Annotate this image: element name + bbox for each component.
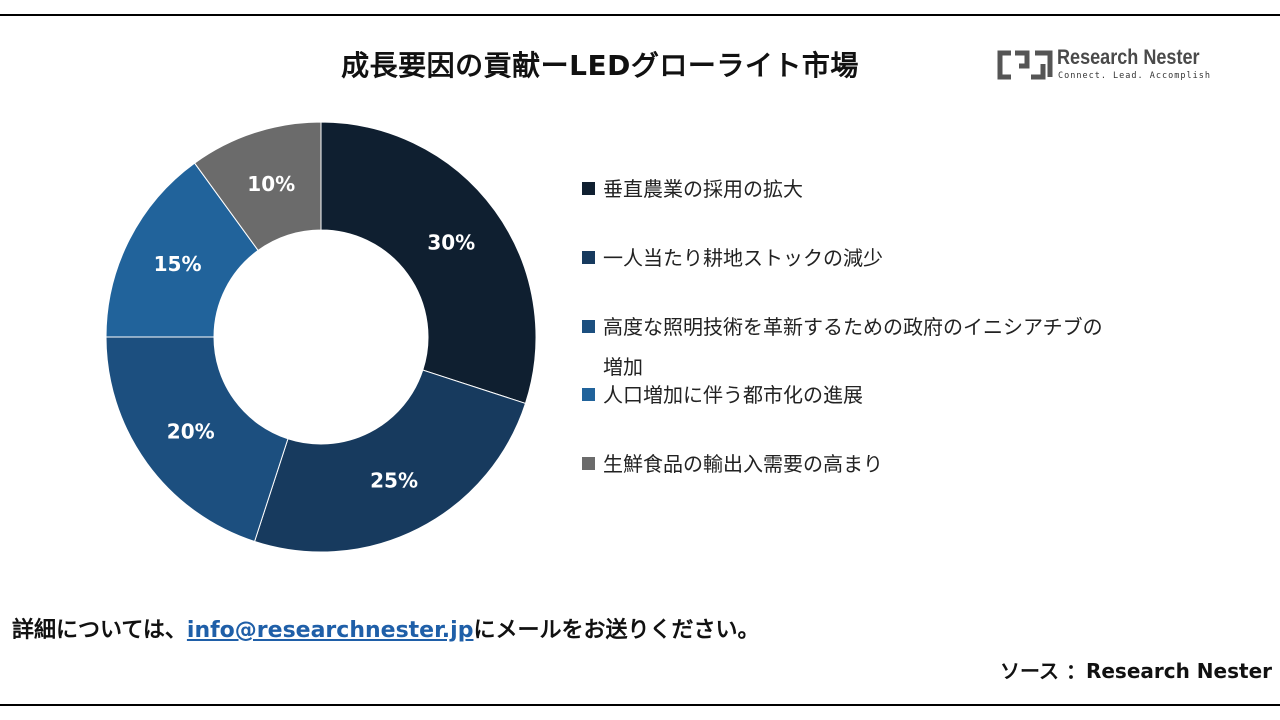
legend-label-2: 高度な照明技術を革新するための政府のイニシアチブの bbox=[603, 315, 1103, 339]
source-note: ソース ：Research Nester bbox=[999, 659, 1272, 683]
legend-label-1: 一人当たり耕地ストックの減少 bbox=[603, 246, 883, 270]
legend-item-2-continued: 増加 bbox=[582, 349, 1243, 385]
research-nester-logo-icon bbox=[997, 50, 1053, 80]
contact-prefix: 詳細については、 bbox=[12, 618, 187, 643]
logo-name: Research Nester bbox=[1057, 46, 1200, 69]
slice-4 bbox=[193, 121, 322, 252]
research-nester-logo: Research Nester Connect. Lead. Accomplis… bbox=[997, 46, 1217, 86]
chart-title: 成長要因の貢献ーLEDグローライト市場 bbox=[341, 49, 859, 82]
legend-label-4: 生鮮食品の輸出入需要の高まり bbox=[603, 452, 883, 476]
legend-item-1: 一人当たり耕地ストックの減少 bbox=[582, 240, 1222, 276]
slice-3 bbox=[105, 162, 259, 338]
legend-swatch-0 bbox=[582, 182, 595, 195]
slice-label-2: 20% bbox=[167, 420, 215, 444]
chart-slice-labels: 30% 25% 20% 15% 10% bbox=[154, 172, 476, 493]
email-link[interactable]: info@researchnester.jp bbox=[186, 618, 474, 643]
slice-1 bbox=[253, 369, 527, 553]
logo-tagline: Connect. Lead. Accomplish bbox=[1058, 71, 1211, 81]
legend-swatch-2 bbox=[582, 320, 595, 333]
legend-label-3: 人口増加に伴う都市化の進展 bbox=[603, 383, 863, 407]
legend-label-2-line2: 増加 bbox=[603, 355, 643, 379]
slice-2 bbox=[105, 336, 289, 543]
chart-slices bbox=[105, 121, 537, 553]
legend-label-0: 垂直農業の採用の拡大 bbox=[603, 177, 803, 201]
slice-label-3: 15% bbox=[154, 252, 202, 276]
legend-item-4: 生鮮食品の輸出入需要の高まり bbox=[582, 446, 1222, 482]
top-rule bbox=[0, 14, 1280, 16]
legend-swatch-4 bbox=[582, 457, 595, 470]
legend-item-3: 人口増加に伴う都市化の進展 bbox=[582, 377, 1222, 413]
contact-suffix: にメールをお送りください。 bbox=[473, 618, 760, 643]
legend-item-2: 高度な照明技術を革新するための政府のイニシアチブの bbox=[582, 309, 1222, 345]
contact-note: 詳細については、info@researchnester.jpにメールをお送りくだ… bbox=[12, 612, 759, 644]
slice-label-0: 30% bbox=[427, 230, 475, 254]
legend-swatch-1 bbox=[582, 251, 595, 264]
legend-item-0: 垂直農業の採用の拡大 bbox=[582, 171, 1222, 207]
legend-swatch-3 bbox=[582, 388, 595, 401]
slice-label-1: 25% bbox=[370, 468, 418, 492]
slice-label-4: 10% bbox=[247, 172, 295, 196]
bottom-rule bbox=[0, 704, 1280, 706]
slice-0 bbox=[320, 121, 537, 405]
